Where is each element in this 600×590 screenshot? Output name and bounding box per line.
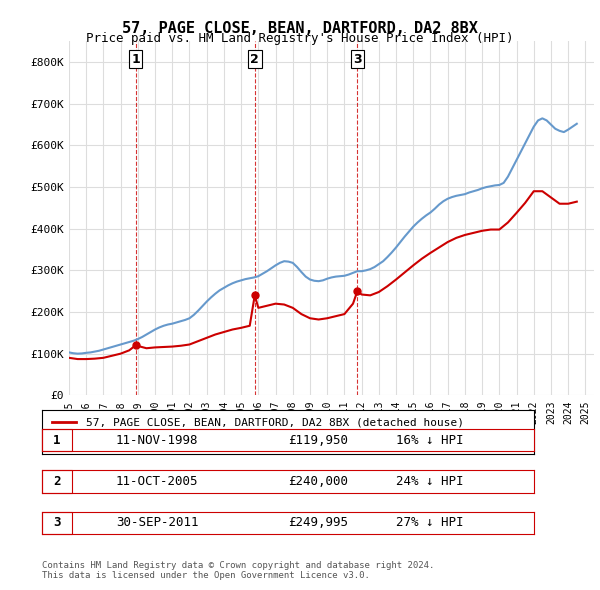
Text: 2: 2 [250,53,259,65]
Text: Contains HM Land Registry data © Crown copyright and database right 2024.: Contains HM Land Registry data © Crown c… [42,560,434,569]
Text: 2: 2 [53,475,61,488]
Text: £240,000: £240,000 [288,475,348,488]
Text: 57, PAGE CLOSE, BEAN, DARTFORD, DA2 8BX (detached house): 57, PAGE CLOSE, BEAN, DARTFORD, DA2 8BX … [86,418,464,427]
Text: 16% ↓ HPI: 16% ↓ HPI [396,434,464,447]
Text: This data is licensed under the Open Government Licence v3.0.: This data is licensed under the Open Gov… [42,571,370,579]
Text: 11-NOV-1998: 11-NOV-1998 [116,434,198,447]
Text: 11-OCT-2005: 11-OCT-2005 [116,475,198,488]
Text: 1: 1 [53,434,61,447]
Text: 3: 3 [353,53,362,65]
Text: 57, PAGE CLOSE, BEAN, DARTFORD, DA2 8BX: 57, PAGE CLOSE, BEAN, DARTFORD, DA2 8BX [122,21,478,35]
Text: 24% ↓ HPI: 24% ↓ HPI [396,475,464,488]
FancyBboxPatch shape [42,429,71,451]
FancyBboxPatch shape [42,470,71,493]
Text: 27% ↓ HPI: 27% ↓ HPI [396,516,464,529]
Text: £249,995: £249,995 [288,516,348,529]
Text: HPI: Average price, detached house, Dartford: HPI: Average price, detached house, Dart… [86,438,383,448]
Text: 30-SEP-2011: 30-SEP-2011 [116,516,198,529]
Text: 1: 1 [131,53,140,65]
Text: £119,950: £119,950 [288,434,348,447]
Text: 3: 3 [53,516,61,529]
FancyBboxPatch shape [42,512,71,534]
Text: Price paid vs. HM Land Registry's House Price Index (HPI): Price paid vs. HM Land Registry's House … [86,32,514,45]
